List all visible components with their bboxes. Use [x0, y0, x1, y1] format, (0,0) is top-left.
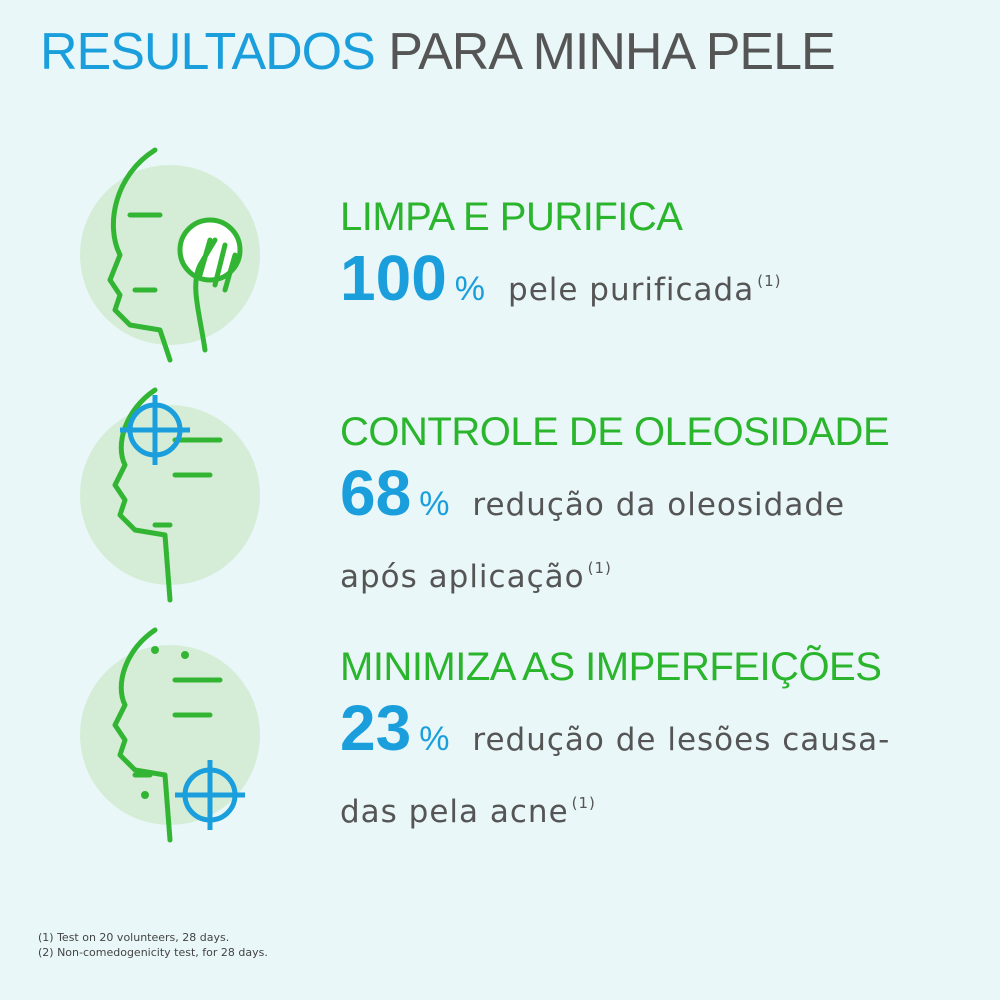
result-number: 23 [340, 692, 412, 764]
result-unit: % [454, 270, 487, 308]
result-number: 68 [340, 457, 412, 529]
footnote-ref: (1) [571, 794, 596, 812]
result-item: CONTROLE DE OLEOSIDADE 68% redução da oleo… [340, 410, 980, 602]
result-item: MINIMIZA AS IMPERFEIÇÕES 23% redução de le… [340, 645, 980, 837]
result-text: pele purificada [508, 272, 755, 308]
icon-oil [80, 387, 260, 603]
footnote-ref: (1) [587, 559, 612, 577]
icon-cleanse [80, 147, 260, 363]
footnotes: (1) Test on 20 volunteers, 28 days. (2) N… [38, 930, 268, 960]
result-number: 100 [340, 242, 447, 314]
result-heading: MINIMIZA AS IMPERFEIÇÕES [340, 645, 882, 689]
result-text: após aplicação [340, 559, 585, 595]
title: RESULTADOS PARA MINHA PELE [40, 22, 836, 82]
result-unit: % [419, 485, 451, 523]
title-rest: PARA MINHA PELE [388, 23, 835, 81]
result-line: após aplicação (1) [340, 543, 980, 602]
result-line: 23% redução de lesões causa- [340, 690, 980, 778]
result-line: das pela acne (1) [340, 778, 980, 837]
footnote: (2) Non-comedogenicity test, for 28 days… [38, 946, 268, 959]
result-line: 100% pele purificada (1) [340, 240, 980, 328]
result-item: LIMPA E PURIFICA 100% pele purificada (1) [340, 195, 980, 328]
result-text: das pela acne [340, 794, 569, 830]
footnote: (1) Test on 20 volunteers, 28 days. [38, 931, 230, 944]
result-heading: CONTROLE DE OLEOSIDADE [340, 410, 890, 454]
result-heading: LIMPA E PURIFICA [340, 195, 683, 239]
result-text: redução de lesões causa- [472, 722, 891, 758]
result-line: 68% redução da oleosidade [340, 455, 980, 543]
icon-acne [80, 627, 260, 843]
result-unit: % [419, 720, 451, 758]
result-text: redução da oleosidade [472, 487, 846, 523]
title-highlight: RESULTADOS [40, 23, 376, 81]
footnote-ref: (1) [757, 272, 782, 290]
